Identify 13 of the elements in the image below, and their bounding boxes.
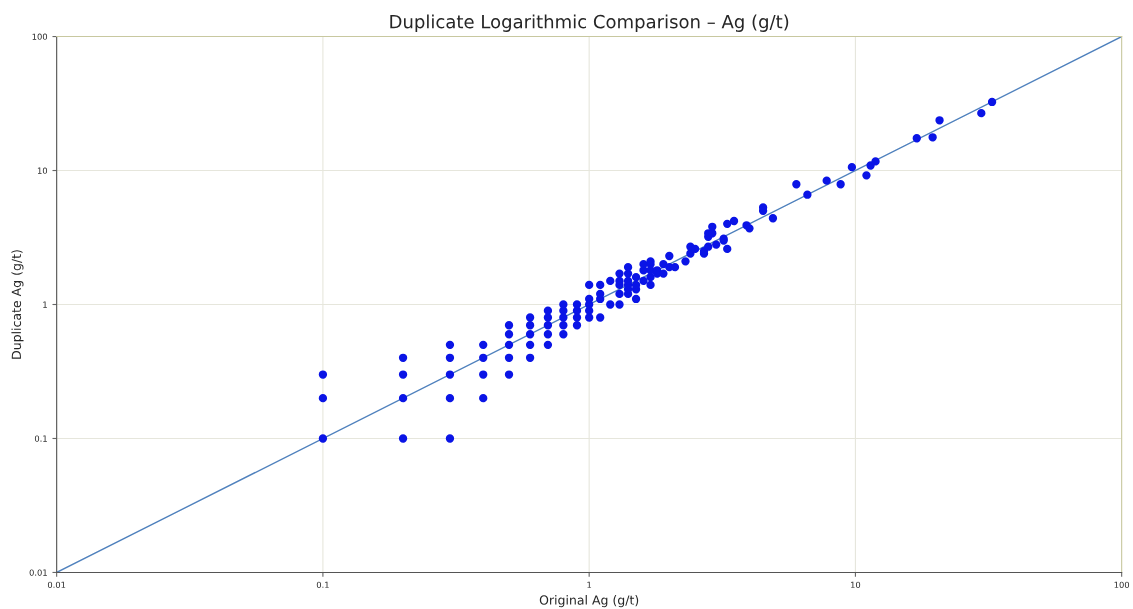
x-tick-label: 1	[587, 581, 592, 588]
y-tick-label: 0.01	[29, 569, 47, 576]
y-tick-label: 100	[32, 33, 48, 40]
chart-title: Duplicate Logarithmic Comparison – Ag (g/t)	[390, 14, 789, 32]
y-tick-label: 0.1	[34, 435, 47, 442]
y-tick-label: 1	[43, 301, 47, 308]
x-axis-title: Original Ag (g/t)	[539, 595, 639, 608]
x-tick-label: 10	[851, 581, 861, 588]
y-tick-label: 10	[37, 167, 48, 174]
x-tick-label: 0.1	[316, 581, 329, 588]
x-tick-label: 0.01	[47, 581, 66, 588]
x-tick-label: 100	[1114, 581, 1130, 588]
y-axis-title: Duplicate Ag (g/t)	[11, 250, 24, 359]
